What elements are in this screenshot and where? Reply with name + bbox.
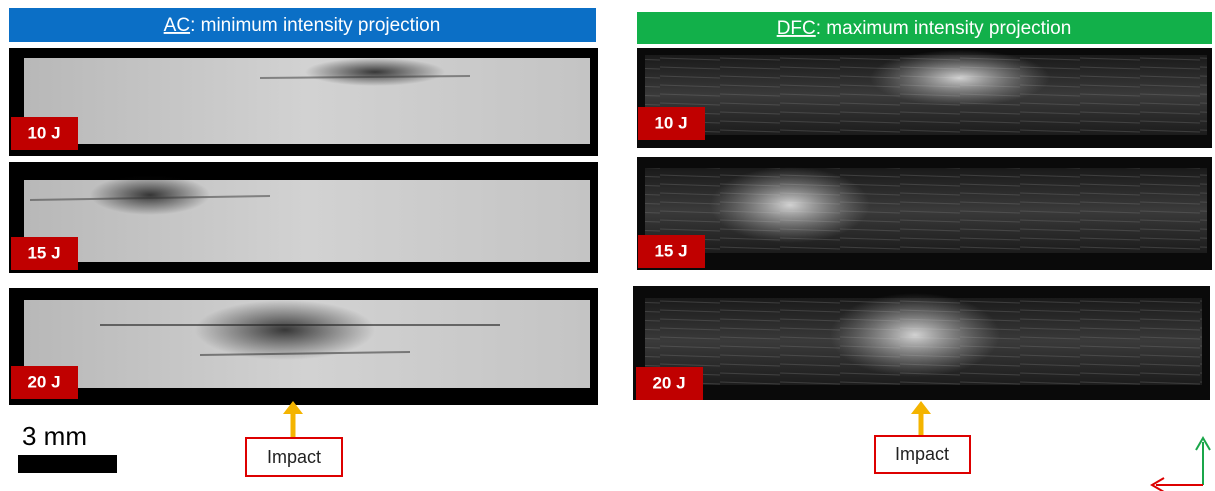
header-text: AC: minimum intensity projection <box>164 15 441 36</box>
energy-label: 20 J <box>652 373 685 392</box>
impact-label: Impact <box>895 444 949 464</box>
ac-image <box>9 48 598 156</box>
dfc-image <box>637 48 1212 148</box>
header-rest: : minimum intensity projection <box>190 15 440 36</box>
scale-bar <box>18 455 117 473</box>
impact-arrow <box>911 401 931 438</box>
header-rest: : maximum intensity projection <box>816 18 1072 39</box>
header-abbr: DFC <box>777 18 816 39</box>
scale-label: 3 mm <box>22 421 87 451</box>
energy-label: 10 J <box>654 113 687 132</box>
axis-arrows <box>1152 438 1210 491</box>
header-text: DFC: maximum intensity projection <box>777 18 1072 39</box>
header-abbr: AC <box>164 15 190 36</box>
impact-label: Impact <box>267 447 321 467</box>
ac-image <box>9 162 598 273</box>
impact-arrow <box>283 401 303 440</box>
energy-label: 15 J <box>27 243 60 262</box>
energy-label: 20 J <box>27 372 60 391</box>
ac-image <box>9 288 598 405</box>
energy-label: 10 J <box>27 123 60 142</box>
dfc-image <box>633 286 1210 400</box>
energy-label: 15 J <box>654 241 687 260</box>
figure: AC: minimum intensity projection 10 J 15… <box>0 0 1215 491</box>
dfc-image <box>637 157 1212 270</box>
page: AC: minimum intensity projection 10 J 15… <box>0 0 1215 491</box>
